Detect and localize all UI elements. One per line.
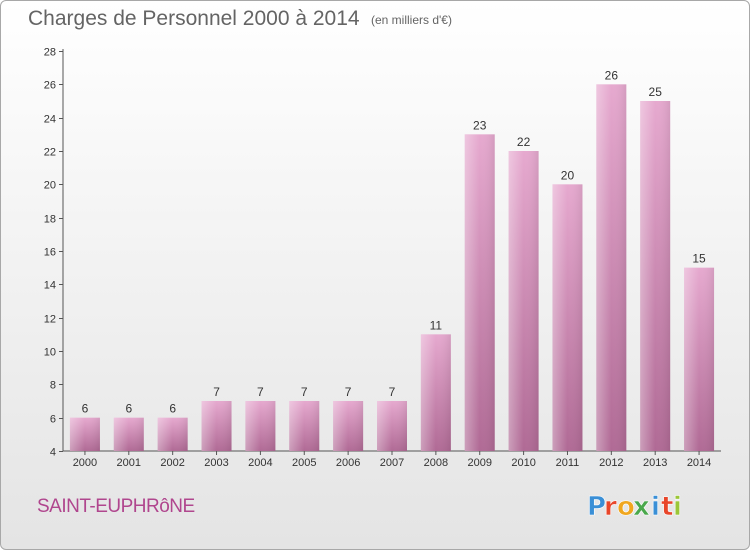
x-tick-label: 2001: [117, 457, 141, 469]
logo-letter: o: [617, 492, 635, 522]
bar-shade: [201, 401, 232, 451]
bar-value-label: 7: [213, 385, 220, 399]
x-tick-label: 2000: [73, 457, 97, 469]
bar-shade: [333, 401, 364, 451]
x-tick-label: 2011: [556, 457, 580, 469]
logo-letter: P: [587, 492, 606, 522]
x-tick-label: 2013: [643, 457, 667, 469]
y-tick-label: 10: [44, 347, 56, 359]
x-tick-label: 2008: [424, 457, 448, 469]
logo-letter: t: [661, 492, 673, 522]
x-tick-label: 2014: [687, 457, 711, 469]
commune-name: SAINT-EUPHRôNE: [37, 496, 195, 517]
chart-title: Charges de Personnel 2000 à 2014: [28, 7, 360, 30]
x-tick-label: 2006: [336, 457, 360, 469]
logo-letter: x: [633, 492, 650, 522]
bar-shade: [420, 334, 451, 451]
bar-shade: [377, 401, 407, 451]
bar-shade: [157, 417, 188, 451]
y-tick-label: 12: [44, 314, 56, 326]
bar-shade: [640, 101, 671, 451]
bar-shade: [289, 401, 320, 451]
x-tick-label: 2004: [248, 457, 272, 469]
proxiti-logo: Pr ox i t i: [587, 492, 682, 523]
y-tick-label: 24: [44, 114, 56, 126]
x-tick-label: 2002: [160, 457, 184, 469]
y-tick-label: 20: [44, 180, 56, 192]
x-tick-label: 2012: [599, 457, 623, 469]
bar-shade: [684, 267, 715, 451]
x-tick-label: 2005: [292, 457, 316, 469]
x-tick-label: 2003: [204, 457, 228, 469]
bar-shade: [464, 134, 495, 452]
bar-value-label: 6: [82, 402, 89, 416]
y-tick-label: 22: [44, 147, 56, 159]
chart-subtitle: (en milliers d'€): [371, 13, 452, 27]
bar-value-label: 7: [301, 385, 308, 399]
y-tick-label: 16: [44, 247, 56, 259]
bar-value-label: 7: [389, 385, 396, 399]
y-tick-label: 18: [44, 214, 56, 226]
logo-letter: r: [604, 492, 617, 522]
bar-value-label: 7: [345, 385, 352, 399]
bar-shade: [508, 151, 539, 451]
bar-shade: [552, 184, 583, 452]
y-tick-label: 28: [44, 47, 56, 59]
y-tick-label: 8: [50, 380, 56, 392]
bar-value-label: 25: [649, 85, 663, 99]
logo-letter: i: [651, 492, 660, 522]
bar-shade: [596, 84, 627, 451]
y-tick-label: 14: [44, 280, 56, 292]
bar-value-label: 23: [473, 118, 487, 132]
y-tick-label: 6: [50, 414, 56, 426]
y-tick-label: 26: [44, 80, 56, 92]
bar-shade: [69, 417, 100, 451]
bar-shade: [113, 417, 144, 451]
bar-value-label: 11: [430, 318, 443, 332]
y-tick-label: 4: [50, 447, 56, 459]
bar-value-label: 15: [692, 252, 706, 266]
x-tick-label: 2009: [467, 457, 491, 469]
x-tick-label: 2010: [511, 457, 535, 469]
logo-letter: i: [673, 492, 682, 522]
bar-value-label: 7: [257, 385, 264, 399]
x-tick-label: 2007: [380, 457, 404, 469]
bar-value-label: 6: [169, 402, 176, 416]
bar-value-label: 20: [561, 168, 575, 182]
bar-value-label: 6: [125, 402, 132, 416]
bar-value-label: 26: [605, 68, 619, 82]
bar-value-label: 22: [517, 135, 531, 149]
bar-shade: [245, 401, 276, 451]
